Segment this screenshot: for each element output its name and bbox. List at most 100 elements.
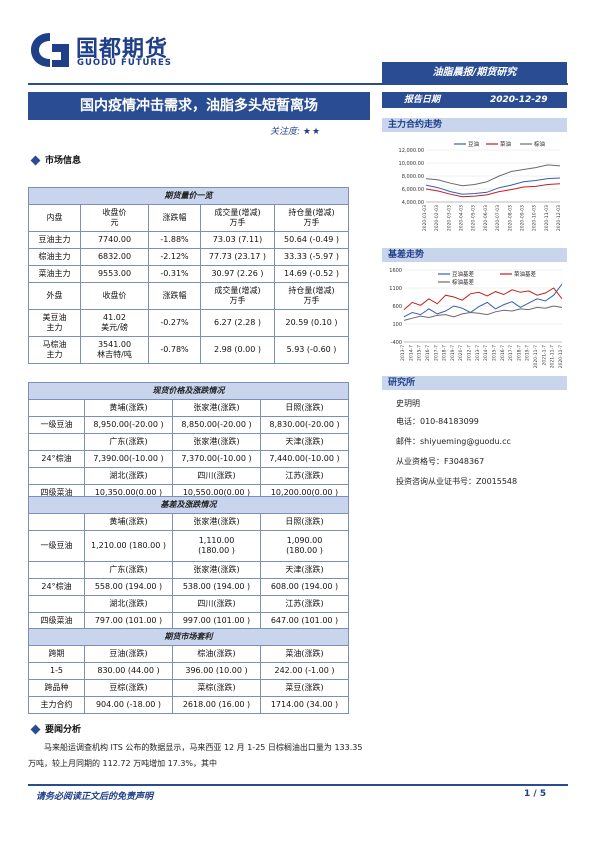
series-line [425,177,561,195]
disclaimer-text: 请务必阅读正文后的免责声明 [36,792,154,802]
table-row: 棕油主力 6832.00 -2.12% 77.73 (23.17 ) 33.33 (-5… [28,248,350,266]
report-date-bar: 报告日期 2020-12-29 [382,92,567,108]
chart2-heading: 基差走势 [382,248,567,262]
table-row: 24°棕油 558.00 (194.00 ) 538.00 (194.00 ) 608… [28,578,349,596]
x-tick-label: 2020-11-7 [558,345,564,368]
x-tick-label: 2017-7 [508,345,514,361]
x-tick-label: 2019-7 [450,345,456,361]
y-tick-label: 1100 [389,286,402,292]
legend-label: 菜油 [500,140,512,148]
table-row: 菜油主力 9553.00 -0.31% 30.97 (2.26 ) 14.69 (-0.… [28,265,350,283]
x-tick-label: 2020-12-03 [556,205,562,231]
y-tick-label: 600 [392,304,402,310]
col-header: 内盘 [28,204,81,232]
chart1-heading: 主力合约走势 [382,118,567,132]
table-row: 跨期 豆油(涨跌) 棕油(涨跌) 菜油(涨跌) [28,645,349,663]
x-tick-label: 2020-01-03 [422,205,428,231]
series-line [403,287,563,310]
arbitrage-title: 期货市场套利 [28,628,349,646]
series-line [403,305,563,321]
analyst-qualification: 从业资格号：F3048367 [396,457,485,466]
series-line [403,283,563,318]
logo-cn: 国都期货 [76,37,169,62]
basis-table: 基差及涨跌情况 黄埔(涨跌) 张家港(涨跌) 日照(涨跌) 一级豆油 1,210.0… [28,496,349,630]
x-tick-label: 2020-05-03 [471,205,477,231]
table-row: 一级豆油 8,950.00(-20.00 ) 8,850.00(-20.00 ) 8,… [28,416,349,434]
table-row: 1-5 830.00 (44.00 ) 396.00 (10.00 ) 242.00 … [28,662,349,680]
attention-rating: 关注度: ★★ [270,124,321,137]
table-row: 一级豆油 1,210.00 (180.00 ) 1,110.00 (180.00 … [28,530,349,562]
x-tick-label: 2020-7 [458,345,464,361]
table-row: 黄埔(涨跌) 张家港(涨跌) 日照(涨跌) [28,513,349,531]
analyst-consult-cert: 投资咨询从业证书号：Z0015548 [396,477,518,486]
table-row: 马棕油 主力 3541.00 林吉特/吨 -0.78% 2.98 (0.00 ) 5.9… [28,336,350,364]
analysis-heading: 要闻分析 [30,722,81,735]
x-tick-label: 2014-7 [483,345,489,361]
x-tick-label: 2018-7 [516,345,522,361]
x-tick-label: 2016-7 [500,345,506,361]
x-tick-label: 2016-7 [425,345,431,361]
x-tick-label: 2021-11-7 [550,345,556,368]
x-tick-label: 2020-09-03 [519,205,525,231]
table-row: 湖北(涨跌) 四川(涨跌) 江苏(涨跌) [28,467,349,485]
table-row: 广东(涨跌) 张家港(涨跌) 天津(涨跌) [28,561,349,579]
x-tick-label: 2020-07-03 [495,205,501,231]
y-tick-label: -400 [391,340,402,346]
y-tick-label: 12,000.00 [399,148,424,154]
y-tick-label: 1600 [389,268,402,274]
y-tick-label: 6,000.00 [402,187,424,193]
date-label: 报告日期 [404,95,441,105]
series-line [425,183,561,198]
x-tick-label: 2017-7 [433,345,439,361]
x-tick-label: 2020-10-03 [532,205,538,231]
x-tick-label: 2020-03-03 [446,205,452,231]
x-tick-label: 2015-7 [491,345,497,361]
table-row: 湖北(涨跌) 四川(涨跌) 江苏(涨跌) [28,595,349,613]
company-logo-icon [28,30,72,70]
page-number: 1 / 5 [524,789,547,799]
table-row: 跨品种 豆棕(涨跌) 菜棕(涨跌) 菜豆(涨跌) [28,679,349,697]
basis-title: 基差及涨跌情况 [28,496,349,514]
x-tick-label: 2012-7 [467,345,473,361]
table-row: 广东(涨跌) 张家港(涨跌) 天津(涨跌) [28,433,349,451]
x-tick-label: 2020-02-03 [434,205,440,231]
report-type-banner: 油脂晨报/期货研究 [382,62,567,84]
legend-label: 豆油 [468,140,480,148]
x-tick-label: 2018-7 [442,345,448,361]
x-tick-label: 2020-04-03 [459,205,465,231]
legend-label: 棕油基差 [452,278,475,286]
y-tick-label: 100 [392,322,402,328]
y-tick-label: 4,000.00 [402,200,424,206]
attention-stars: ★★ [302,127,322,137]
spot-table: 现货价格及涨跌情况 黄埔(涨跌) 张家港(涨跌) 日照(涨跌) 一级豆油 8,950.… [28,382,349,502]
footer-divider [28,784,568,786]
x-tick-label: 2020-11-03 [544,205,550,231]
spot-title: 现货价格及涨跌情况 [28,382,349,400]
y-tick-label: 8,000.00 [402,174,424,180]
table-row: 24°棕油 7,390.00(-10.00 ) 7,370.00(-10.00 ) 7… [28,450,349,468]
date-value: 2020-12-29 [490,95,548,105]
table-row: 黄埔(涨跌) 张家港(涨跌) 日照(涨跌) [28,399,349,417]
analyst-email: 邮件：shiyueming@guodu.cc [396,437,511,446]
legend-label: 棕油 [534,140,546,148]
section-diamond-icon [30,724,41,735]
x-tick-label: 2020-06-03 [483,205,489,231]
x-tick-label: 2015-7 [417,345,423,361]
analyst-name: 史玥明 [396,399,420,408]
x-tick-label: 2014-7 [408,345,414,361]
futures-quote-title: 期货量价一览 [27,187,350,205]
arbitrage-table: 期货市场套利 跨期 豆油(涨跌) 棕油(涨跌) 菜油(涨跌) 1-5 830.00 (4… [28,628,349,714]
research-heading: 研究所 [382,376,567,390]
logo-en: GUODU FUTURES [77,58,172,68]
header-divider [28,83,568,85]
legend-label: 豆油基差 [452,270,475,278]
analysis-paragraph: 马来船运调查机构 ITS 公布的数据显示，马来西亚 12 月 1-25 日棕榈油… [28,743,363,768]
section-diamond-icon [30,155,41,166]
market-section-heading: 市场信息 [30,153,81,166]
y-tick-label: 10,000.00 [399,161,424,167]
table-row: 四级菜油 797.00 (101.00 ) 997.00 (101.00 ) 647.… [28,612,349,630]
x-tick-label: 2020-08-03 [507,205,513,231]
x-tick-label: 2013-7 [400,345,406,361]
attention-label: 关注度: [270,127,301,137]
